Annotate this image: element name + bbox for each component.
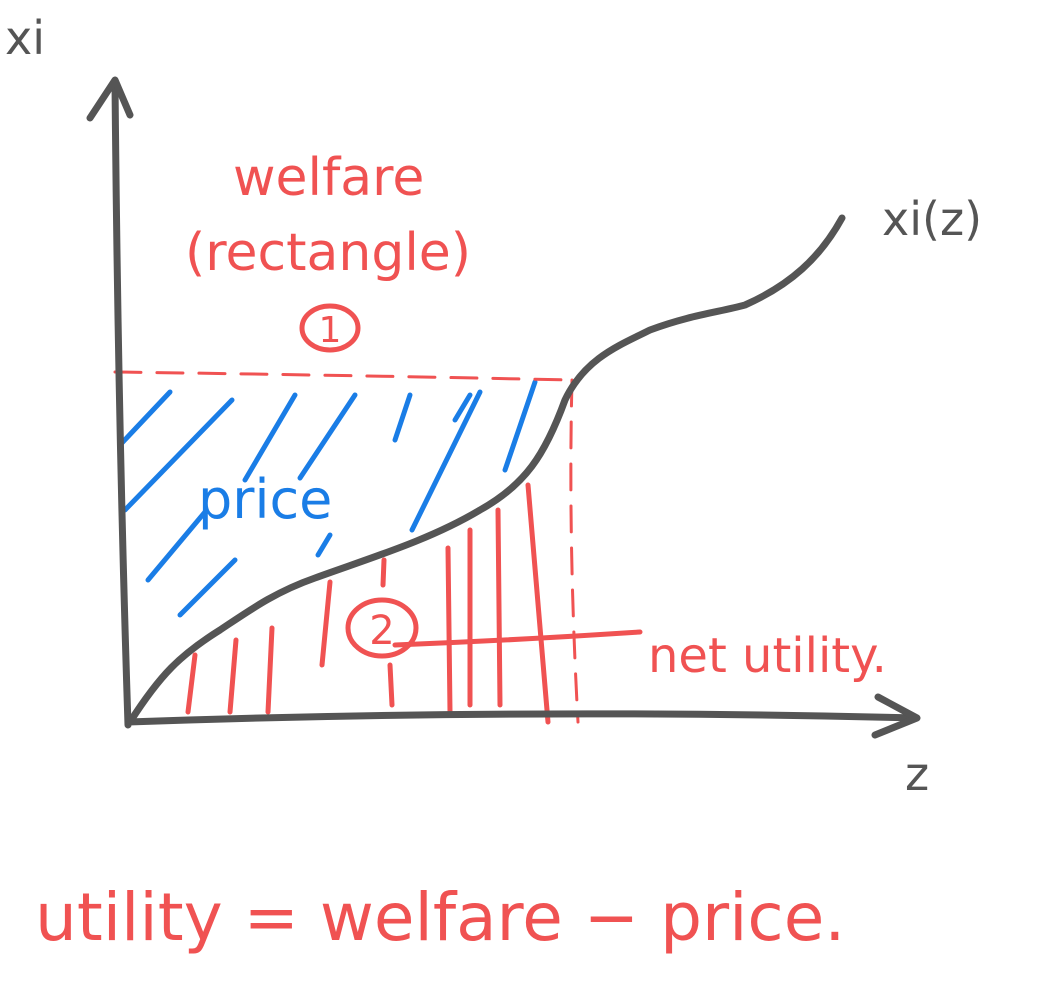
utility-hatch-line bbox=[445, 545, 453, 715]
utility-hatch-line bbox=[185, 652, 198, 715]
welfare-rectangle-label: (rectangle) bbox=[185, 223, 471, 283]
net-utility-pointer bbox=[392, 629, 643, 648]
price-hatch-line bbox=[297, 392, 358, 481]
y-axis-arrowhead bbox=[86, 76, 134, 122]
price-hatch-line bbox=[122, 397, 235, 513]
price-hatch-line bbox=[409, 389, 483, 533]
utility-equation: utility = welfare − price. bbox=[35, 879, 845, 956]
utility-hatch-line bbox=[319, 579, 333, 668]
welfare-rectangle bbox=[113, 370, 580, 724]
utility-hatch-line bbox=[387, 662, 395, 708]
price-hatch-line bbox=[177, 557, 238, 618]
price-hatch-line bbox=[315, 532, 333, 558]
net-utility-hatching bbox=[185, 482, 643, 725]
y-axis-label: xi bbox=[5, 11, 45, 65]
x-axis-label: z bbox=[905, 747, 929, 801]
welfare-marker-number: 1 bbox=[319, 310, 342, 351]
price-hatch-line bbox=[502, 379, 538, 473]
utility-hatch-line bbox=[495, 507, 503, 708]
net-utility-marker-number: 2 bbox=[369, 608, 394, 654]
welfare-top-dashed-line bbox=[113, 370, 572, 382]
price-hatch-line bbox=[392, 392, 413, 443]
net-utility-label: net utility. bbox=[648, 628, 887, 684]
x-axis bbox=[124, 710, 919, 726]
utility-hatch-line bbox=[227, 637, 239, 715]
utility-hatch-line bbox=[525, 482, 551, 725]
welfare-label: welfare bbox=[233, 148, 424, 208]
axes bbox=[86, 76, 921, 739]
welfare-right-dashed-line bbox=[569, 378, 580, 724]
price-hatch-line bbox=[452, 392, 473, 423]
net-utility-marker-circle bbox=[345, 597, 419, 659]
price-label: price bbox=[198, 468, 332, 531]
curve-label: xi(z) bbox=[882, 192, 982, 246]
price-hatch-line bbox=[117, 389, 173, 448]
utility-hatch-line bbox=[265, 625, 275, 715]
price-hatch-line bbox=[242, 392, 298, 483]
price-hatch-line bbox=[145, 509, 208, 583]
y-axis bbox=[111, 78, 132, 729]
welfare-marker-circle bbox=[299, 303, 361, 353]
utility-hatch-line bbox=[380, 557, 387, 588]
x-axis-arrowhead bbox=[871, 693, 921, 739]
curve-xi-z bbox=[126, 214, 846, 726]
price-hatching bbox=[117, 379, 538, 618]
